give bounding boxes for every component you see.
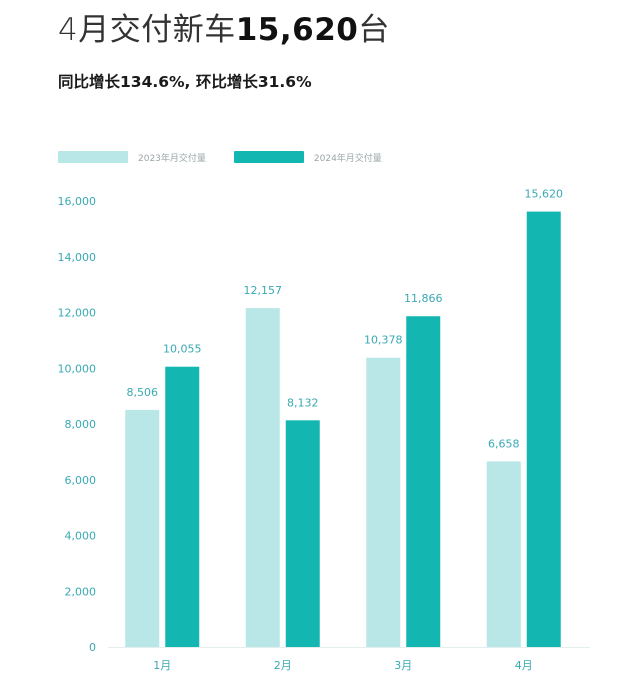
x-tick-label: 3月 — [394, 659, 412, 672]
data-label: 12,157 — [244, 284, 283, 297]
x-tick-label: 2月 — [274, 659, 292, 672]
y-tick-label: 10,000 — [58, 362, 97, 375]
bar — [486, 461, 521, 647]
y-tick-label: 0 — [89, 641, 96, 654]
legend-swatch-2024 — [233, 151, 304, 163]
data-label: 11,866 — [404, 292, 443, 305]
y-tick-label: 4,000 — [65, 530, 97, 543]
title-prefix: 4月交付新车 — [58, 12, 236, 48]
bar — [165, 366, 200, 647]
legend-item-2024: 2024年月交付量 — [233, 151, 382, 164]
y-tick-label: 8,000 — [65, 418, 97, 431]
y-tick-label: 16,000 — [58, 195, 97, 208]
bar — [406, 316, 441, 647]
legend-label-2024: 2024年月交付量 — [313, 153, 382, 164]
chart-legend: 2023年月交付量 2024年月交付量 — [58, 148, 410, 166]
title-suffix: 台 — [358, 12, 390, 48]
y-tick-label: 2,000 — [65, 585, 97, 598]
x-tick-label: 1月 — [153, 659, 171, 672]
page-title: 4月交付新车15,620台 — [58, 4, 390, 49]
data-label: 15,620 — [525, 188, 564, 201]
legend-item-2023: 2023年月交付量 — [58, 151, 206, 164]
data-label: 10,378 — [364, 334, 403, 347]
data-label: 8,506 — [127, 386, 159, 399]
y-tick-label: 6,000 — [65, 474, 97, 487]
y-tick-label: 12,000 — [58, 307, 97, 320]
legend-label-2023: 2023年月交付量 — [138, 153, 206, 164]
bar — [366, 357, 401, 647]
bar — [125, 409, 160, 647]
bar — [245, 308, 280, 647]
title-number: 15,620 — [235, 12, 359, 48]
page-subtitle: 同比增长134.6%, 环比增长31.6% — [58, 73, 312, 91]
data-label: 8,132 — [287, 396, 319, 409]
data-label: 10,055 — [163, 343, 202, 356]
x-tick-label: 4月 — [515, 659, 533, 672]
bar — [526, 211, 561, 647]
y-tick-label: 14,000 — [58, 251, 97, 264]
data-label: 6,658 — [488, 437, 520, 450]
bar — [285, 420, 320, 647]
legend-swatch-2023 — [58, 151, 128, 163]
